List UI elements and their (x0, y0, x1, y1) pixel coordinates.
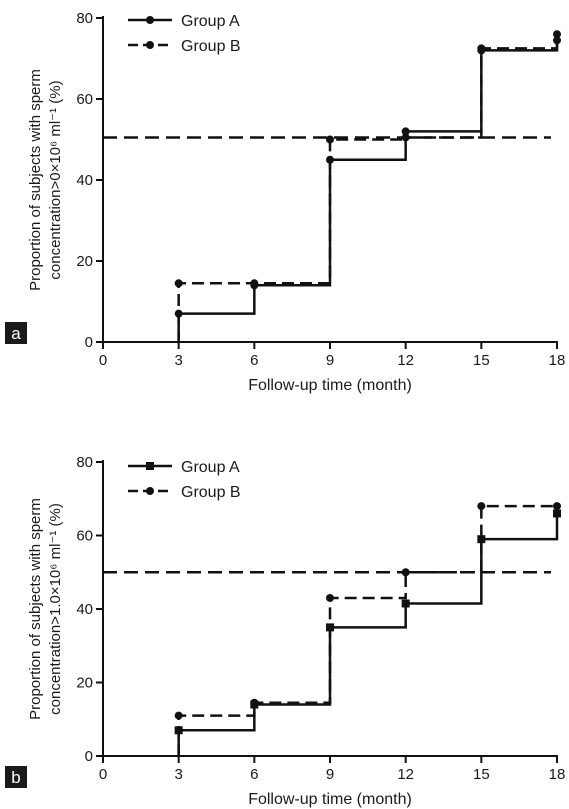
series-line-group-b (177, 40, 559, 342)
chart-panel-a: 0 20 40 60 80 0 3 6 9 12 15 18 Follow-up time (month… (5, 10, 565, 394)
y-axis-label-line1: Proportion of subjects with sperm (27, 69, 44, 291)
panel-badge-label: b (11, 768, 20, 787)
y-tick-label: 0 (85, 334, 93, 351)
x-tick-label: 6 (250, 352, 258, 369)
data-point-group-b (477, 502, 486, 511)
data-point-group-a (401, 127, 410, 136)
x-tick-label: 15 (473, 352, 490, 369)
y-tick-label: 80 (76, 10, 93, 27)
y-tick-label: 20 (76, 675, 93, 692)
y-tick-label: 40 (76, 172, 93, 189)
legend-label: Group B (181, 38, 241, 55)
legend-marker (146, 487, 154, 495)
x-tick-label: 12 (397, 352, 414, 369)
x-tick-label: 0 (99, 766, 107, 783)
y-tick-label: 60 (76, 528, 93, 545)
x-tick-label: 12 (397, 766, 414, 783)
x-tick-label: 6 (250, 766, 258, 783)
x-tick-label: 0 (99, 352, 107, 369)
legend: Group A Group B (128, 13, 241, 55)
legend-marker (146, 462, 154, 470)
panel-badge-label: a (11, 324, 21, 343)
legend-marker (146, 41, 154, 49)
x-tick-label: 9 (326, 766, 334, 783)
data-point-group-a (553, 509, 561, 518)
data-point-group-a (553, 30, 561, 39)
data-point-group-b (553, 36, 561, 45)
x-axis-label: Follow-up time (month) (248, 791, 412, 808)
y-axis-label-line2: concentration>1.0×10⁶ ml⁻¹ (%) (47, 503, 64, 715)
data-point-group-b (174, 279, 183, 288)
data-point-group-a (401, 599, 410, 608)
x-tick-label: 3 (174, 352, 182, 369)
panel-badge (5, 322, 27, 344)
y-axis-label: Proportion of subjects with sperm concent… (27, 498, 64, 720)
y-axis-label-line2: concentration>0×10⁶ ml⁻¹ (%) (47, 80, 64, 279)
x-tick-label: 3 (174, 766, 182, 783)
data-point-group-b (326, 135, 334, 144)
legend-label: Group A (181, 13, 240, 30)
x-tick-label: 18 (549, 766, 566, 783)
x-tick-label: 9 (326, 352, 334, 369)
y-axis-label-line1: Proportion of subjects with sperm (27, 498, 44, 720)
data-point-group-b (174, 711, 183, 720)
data-point-group-b (477, 44, 486, 53)
data-point-group-a (477, 535, 486, 544)
series-line-group-b (177, 504, 557, 756)
x-tick-label: 15 (473, 766, 490, 783)
legend: Group A Group B (128, 459, 241, 501)
chart-panel-b: 0 20 40 60 80 0 3 6 9 12 15 18 Follow-up time (month… (5, 454, 565, 808)
data-point-group-b (401, 568, 410, 577)
y-axis-label: Proportion of subjects with sperm concent… (27, 69, 64, 291)
legend-marker (146, 16, 154, 24)
x-tick-label: 18 (549, 352, 566, 369)
data-point-group-b (553, 502, 561, 511)
data-point-group-b (401, 133, 410, 142)
panel-badge (5, 766, 27, 788)
legend-label: Group B (181, 484, 241, 501)
series-line-group-a (177, 34, 559, 342)
x-axis-label: Follow-up time (month) (248, 377, 412, 394)
data-point-group-b (250, 279, 259, 288)
data-point-group-b (250, 698, 259, 707)
y-tick-label: 40 (76, 601, 93, 618)
y-tick-label: 80 (76, 454, 93, 471)
y-tick-label: 60 (76, 91, 93, 108)
y-tick-label: 0 (85, 748, 93, 765)
series-line-group-a (177, 513, 559, 756)
data-point-group-b (326, 593, 334, 602)
legend-label: Group A (181, 459, 240, 476)
y-tick-label: 20 (76, 253, 93, 270)
